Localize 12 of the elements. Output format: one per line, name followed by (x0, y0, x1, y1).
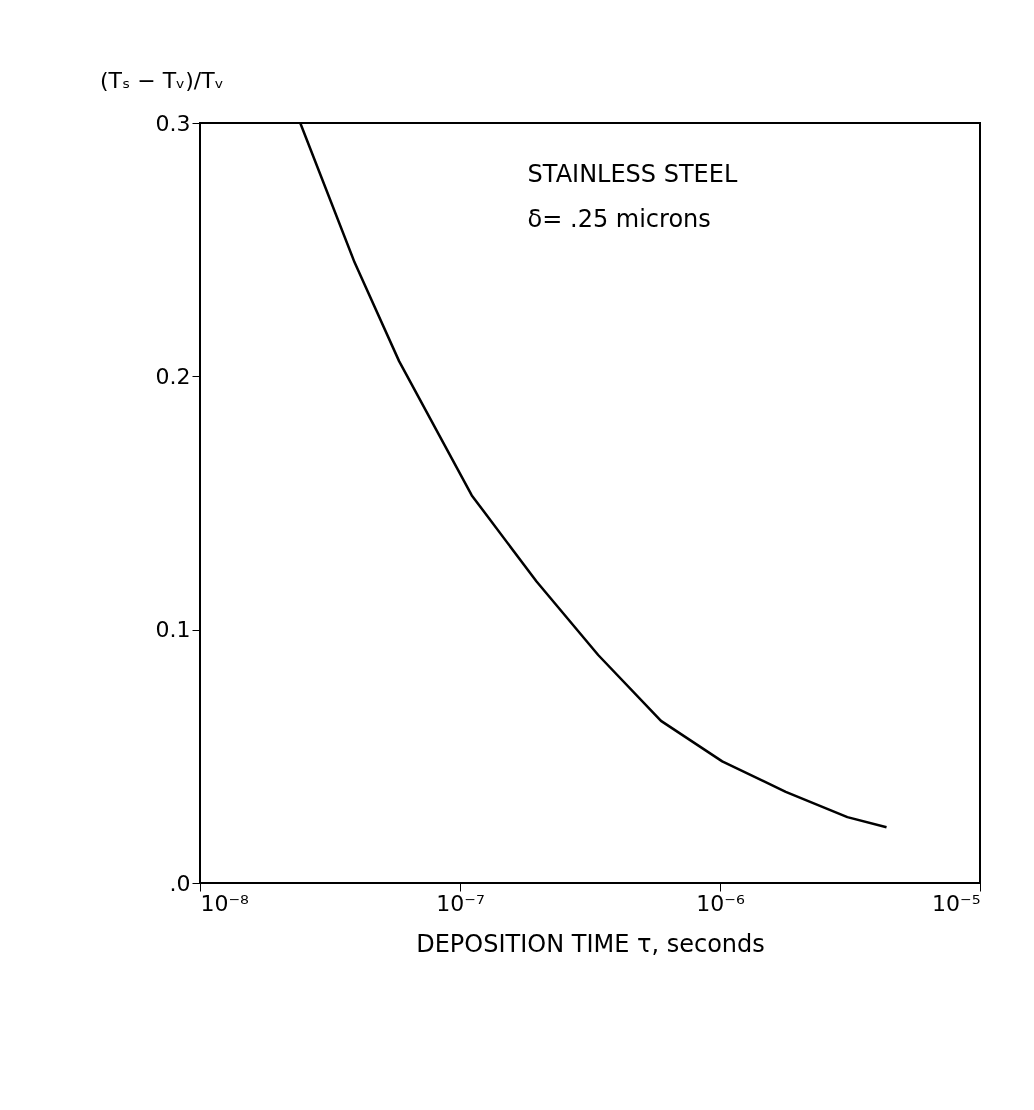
x-tick-label: 10⁻⁶ (696, 890, 745, 916)
x-tick-label: 10⁻⁷ (436, 890, 485, 916)
annotation: STAINLESS STEEL (527, 160, 738, 188)
x-axis-title: DEPOSITION TIME τ, seconds (416, 929, 765, 958)
y-tick-label: .0 (169, 870, 191, 896)
y-tick-label: 0.3 (155, 110, 191, 136)
y-axis-title: (Tₛ − Tᵥ)/Tᵥ (100, 68, 224, 93)
y-tick-label: 0.1 (155, 617, 191, 643)
x-tick-label: 10⁻⁵ (932, 890, 981, 916)
annotation: δ= .25 microns (527, 205, 711, 233)
x-tick-label: 10⁻⁸ (200, 890, 250, 916)
y-tick-label: 0.2 (155, 363, 191, 389)
